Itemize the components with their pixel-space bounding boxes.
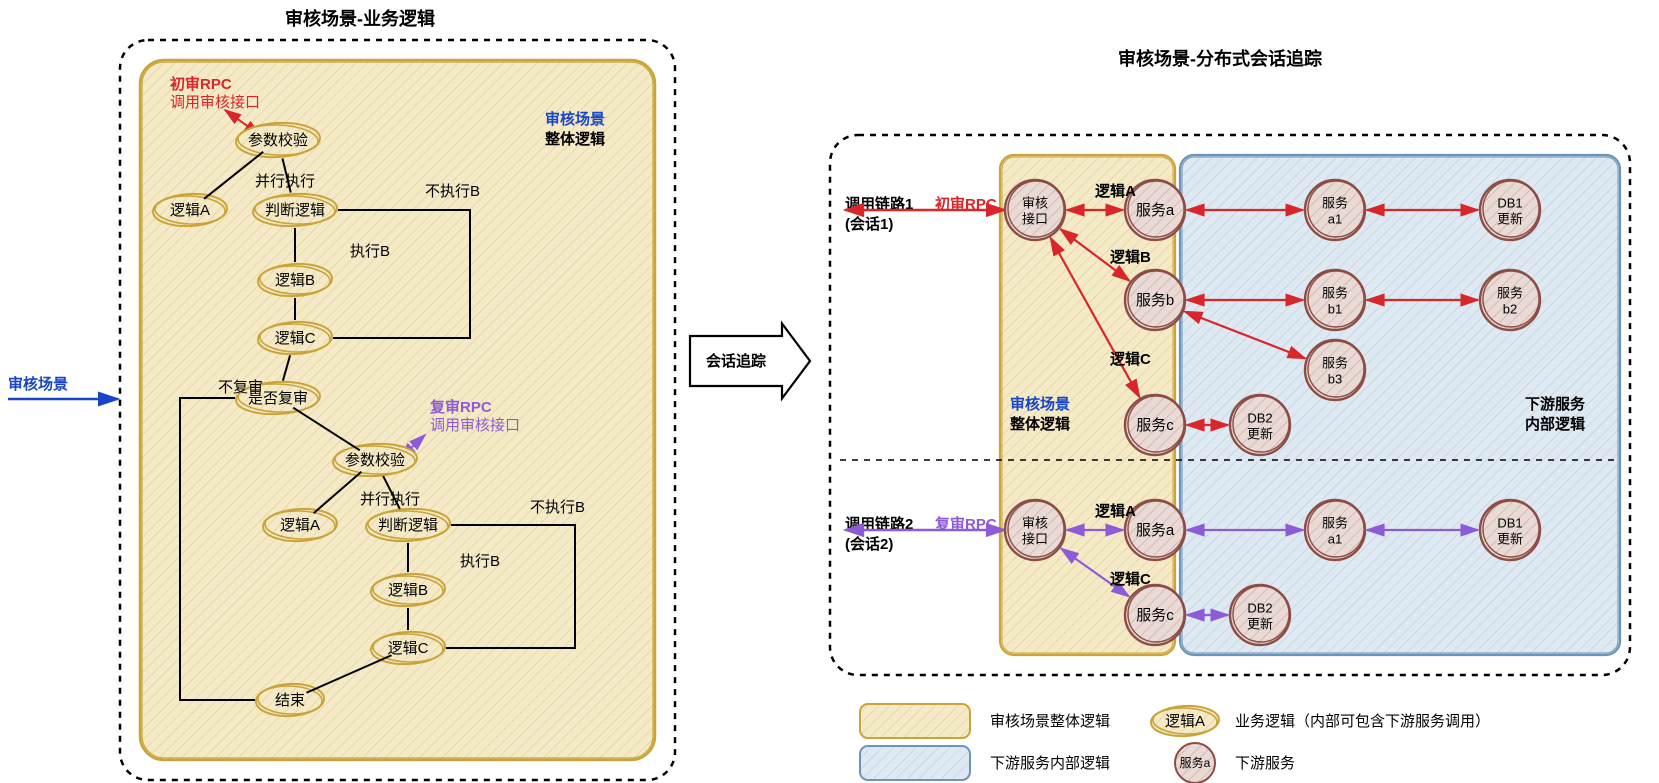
svg-text:服务a: 服务a xyxy=(1180,755,1211,770)
svg-text:逻辑A: 逻辑A xyxy=(170,202,210,219)
svg-text:审核: 审核 xyxy=(1022,195,1048,210)
center-arrow-label: 会话追踪 xyxy=(706,352,766,370)
service-node: 服务b3 xyxy=(1305,340,1365,400)
svg-text:更新: 更新 xyxy=(1497,531,1523,546)
service-node: 审核接口 xyxy=(1005,180,1065,240)
svg-text:服务a: 服务a xyxy=(1136,202,1175,219)
svg-text:服务: 服务 xyxy=(1322,195,1348,210)
svg-text:更新: 更新 xyxy=(1247,616,1273,631)
svg-text:逻辑B: 逻辑B xyxy=(1110,248,1151,266)
svg-text:并行执行: 并行执行 xyxy=(255,173,315,190)
service-node: DB2更新 xyxy=(1230,585,1290,645)
svg-text:审核: 审核 xyxy=(1022,515,1048,530)
svg-text:不复审: 不复审 xyxy=(218,378,263,396)
svg-text:服务: 服务 xyxy=(1322,355,1348,370)
service-node: 服务b1 xyxy=(1305,270,1365,330)
svg-text:逻辑A: 逻辑A xyxy=(1095,502,1136,520)
svg-text:结束: 结束 xyxy=(275,692,305,709)
left-title: 审核场景-业务逻辑 xyxy=(285,8,435,29)
service-node: 服务b2 xyxy=(1480,270,1540,330)
svg-text:服务c: 服务c xyxy=(1136,607,1174,624)
svg-text:下游服务: 下游服务 xyxy=(1235,755,1295,772)
svg-text:调用审核接口: 调用审核接口 xyxy=(170,94,260,111)
svg-text:逻辑C: 逻辑C xyxy=(275,330,316,347)
svg-text:服务: 服务 xyxy=(1497,285,1523,300)
left-input-label: 审核场景 xyxy=(8,375,68,393)
svg-text:下游服务内部逻辑: 下游服务内部逻辑 xyxy=(990,755,1110,772)
legend: 审核场景整体逻辑 逻辑A 业务逻辑（内部可包含下游服务调用） 下游服务内部逻辑 服务a 下… xyxy=(860,704,1490,783)
svg-text:不执行B: 不执行B xyxy=(425,183,480,200)
svg-text:b3: b3 xyxy=(1328,371,1342,386)
svg-text:初审RPC: 初审RPC xyxy=(170,75,232,93)
svg-text:b2: b2 xyxy=(1503,301,1517,316)
svg-text:逻辑C: 逻辑C xyxy=(1110,350,1151,368)
svg-text:服务c: 服务c xyxy=(1136,417,1174,434)
svg-text:内部逻辑: 内部逻辑 xyxy=(1525,415,1585,433)
svg-text:判断逻辑: 判断逻辑 xyxy=(378,517,438,534)
svg-text:接口: 接口 xyxy=(1022,531,1048,546)
service-node: 服务c xyxy=(1125,585,1185,645)
svg-text:DB1: DB1 xyxy=(1497,195,1522,210)
svg-text:判断逻辑: 判断逻辑 xyxy=(265,202,325,219)
svg-text:逻辑B: 逻辑B xyxy=(275,272,315,289)
svg-text:b1: b1 xyxy=(1328,301,1342,316)
center-arrow: 会话追踪 xyxy=(690,324,810,399)
svg-text:DB2: DB2 xyxy=(1247,410,1272,425)
svg-text:逻辑A: 逻辑A xyxy=(280,517,320,534)
svg-text:a1: a1 xyxy=(1328,211,1342,226)
svg-text:DB2: DB2 xyxy=(1247,600,1272,615)
service-node: DB1更新 xyxy=(1480,500,1540,560)
svg-text:(会话1): (会话1) xyxy=(845,215,893,233)
svg-text:参数校验: 参数校验 xyxy=(248,132,308,149)
svg-text:逻辑A: 逻辑A xyxy=(1095,182,1136,200)
svg-text:并行执行: 并行执行 xyxy=(360,491,420,508)
svg-text:审核场景: 审核场景 xyxy=(1010,395,1070,413)
logic-node: 逻辑A xyxy=(1150,704,1219,738)
svg-text:复审RPC: 复审RPC xyxy=(429,398,492,416)
right-panel: 审核场景整体逻辑下游服务内部逻辑调用链路1(会话1)初审RPC审核接口服务a服务… xyxy=(830,135,1630,675)
svg-text:服务: 服务 xyxy=(1322,515,1348,530)
service-node: 审核接口 xyxy=(1005,500,1065,560)
svg-text:审核场景: 审核场景 xyxy=(545,110,605,128)
diagram-canvas: 审核场景-业务逻辑审核场景-分布式会话追踪审核场景整体逻辑初审RPC调用审核接口… xyxy=(0,0,1659,783)
svg-text:逻辑C: 逻辑C xyxy=(388,640,429,657)
svg-text:审核场景整体逻辑: 审核场景整体逻辑 xyxy=(990,713,1110,730)
svg-text:a1: a1 xyxy=(1328,531,1342,546)
service-node: 服务b xyxy=(1125,270,1185,330)
svg-text:DB1: DB1 xyxy=(1497,515,1522,530)
svg-text:执行B: 执行B xyxy=(350,243,390,260)
svg-text:不执行B: 不执行B xyxy=(530,499,585,516)
svg-text:执行B: 执行B xyxy=(460,553,500,570)
svg-text:服务: 服务 xyxy=(1322,285,1348,300)
svg-text:逻辑C: 逻辑C xyxy=(1110,570,1151,588)
right-title: 审核场景-分布式会话追踪 xyxy=(1118,48,1322,69)
svg-text:下游服务: 下游服务 xyxy=(1525,395,1586,413)
svg-text:更新: 更新 xyxy=(1247,426,1273,441)
service-node: DB1更新 xyxy=(1480,180,1540,240)
service-node: DB2更新 xyxy=(1230,395,1290,455)
svg-text:调用审核接口: 调用审核接口 xyxy=(430,417,520,434)
svg-text:服务b: 服务b xyxy=(1136,292,1174,309)
service-node: 服务c xyxy=(1125,395,1185,455)
svg-text:更新: 更新 xyxy=(1497,211,1523,226)
service-node: 服务a1 xyxy=(1305,180,1365,240)
svg-text:逻辑B: 逻辑B xyxy=(388,582,428,599)
svg-text:逻辑A: 逻辑A xyxy=(1165,713,1205,730)
svg-text:(会话2): (会话2) xyxy=(845,535,893,553)
svg-text:整体逻辑: 整体逻辑 xyxy=(545,130,605,148)
service-node: 服务a1 xyxy=(1305,500,1365,560)
svg-text:接口: 接口 xyxy=(1022,211,1048,226)
svg-text:整体逻辑: 整体逻辑 xyxy=(1010,415,1070,433)
svg-text:服务a: 服务a xyxy=(1136,522,1175,539)
svg-text:业务逻辑（内部可包含下游服务调用）: 业务逻辑（内部可包含下游服务调用） xyxy=(1235,713,1490,730)
left-panel: 审核场景整体逻辑初审RPC调用审核接口复审RPC调用审核接口参数校验逻辑A判断逻… xyxy=(8,40,675,780)
svg-text:参数校验: 参数校验 xyxy=(345,452,405,469)
